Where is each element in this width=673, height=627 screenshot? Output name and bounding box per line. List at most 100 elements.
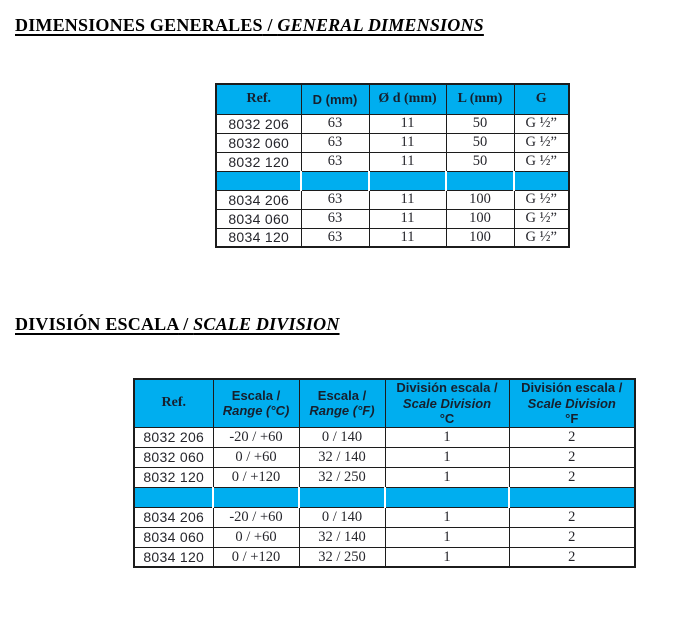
title-en: GENERAL DIMENSIONS (277, 15, 484, 35)
separator-cell (513, 170, 570, 191)
separator-row (133, 486, 636, 508)
column-header: Escala / Range (°F) (298, 378, 386, 428)
column-header-line: División escala / (396, 380, 498, 396)
column-header-line: L (mm) (457, 90, 503, 106)
column-header-line: Ref. (161, 394, 187, 410)
value-cell: 2 (508, 426, 636, 448)
title-en: SCALE DIVISION (193, 314, 340, 334)
value-cell: 11 (368, 227, 447, 248)
value-cell: 63 (300, 227, 370, 248)
value-cell: 63 (300, 132, 370, 153)
value-cell: G ½” (513, 113, 570, 134)
value-cell: G ½” (513, 189, 570, 210)
value-cell: 11 (368, 189, 447, 210)
table-body: 8032 206 63 11 50 G ½” 8032 060 63 11 50 G ½” 8032… (215, 113, 570, 248)
column-header: D (mm) (300, 83, 370, 115)
value-cell: 1 (384, 526, 510, 548)
value-cell: 32 / 140 (298, 446, 386, 468)
column-header-line: Ref. (246, 90, 272, 106)
column-header-line: D (mm) (312, 91, 358, 107)
column-header: L (mm) (445, 83, 515, 115)
column-header-line: Range (°F) (309, 403, 375, 419)
table-row: 8032 206 63 11 50 G ½” (215, 113, 570, 134)
value-cell: 1 (384, 426, 510, 448)
value-cell: 0 / +120 (212, 546, 300, 568)
title-es: DIVISIÓN ESCALA (15, 314, 179, 334)
separator-row (215, 170, 570, 191)
table-row: 8032 206 -20 / +60 0 / 140 1 2 (133, 426, 636, 448)
scale-division-table: Ref. Escala / Range (°C) Escala / Range (°F)… (133, 378, 636, 568)
ref-cell: 8034 120 (215, 227, 302, 248)
separator-cell (445, 170, 515, 191)
table-row: 8032 120 0 / +120 32 / 250 1 2 (133, 466, 636, 488)
table-row: 8034 120 0 / +120 32 / 250 1 2 (133, 546, 636, 568)
column-header: G (513, 83, 570, 115)
ref-cell: 8034 206 (215, 189, 302, 210)
value-cell: -20 / +60 (212, 506, 300, 528)
value-cell: 100 (445, 227, 515, 248)
table-row: 8034 060 63 11 100 G ½” (215, 208, 570, 229)
title-separator: / (178, 314, 194, 334)
value-cell: 0 / 140 (298, 506, 386, 528)
value-cell: 1 (384, 506, 510, 528)
separator-cell (215, 170, 302, 191)
column-header-line: Escala / (317, 387, 367, 403)
separator-cell (368, 170, 447, 191)
value-cell: 32 / 250 (298, 546, 386, 568)
column-header-line: °C (439, 410, 455, 426)
value-cell: 11 (368, 132, 447, 153)
value-cell: 63 (300, 208, 370, 229)
value-cell: 0 / +120 (212, 466, 300, 488)
value-cell: 1 (384, 546, 510, 568)
column-header-line: Range (°C) (222, 403, 290, 419)
ref-cell: 8032 060 (215, 132, 302, 153)
general-dimensions-table: Ref. D (mm) Ø d (mm) L (mm) G 8032 206 63 11 50… (215, 83, 570, 248)
column-header: Ø d (mm) (368, 83, 447, 115)
ref-cell: 8034 060 (215, 208, 302, 229)
value-cell: 63 (300, 189, 370, 210)
table-head: Ref. D (mm) Ø d (mm) L (mm) G (215, 83, 570, 115)
column-header-line: Escala / (231, 387, 281, 403)
column-header: Ref. (215, 83, 302, 115)
table-row: 8032 060 63 11 50 G ½” (215, 132, 570, 153)
column-header: División escala / Scale Division °C (384, 378, 510, 428)
value-cell: G ½” (513, 227, 570, 248)
table-head: Ref. Escala / Range (°C) Escala / Range (°F)… (133, 378, 636, 428)
separator-cell (133, 486, 214, 508)
ref-cell: 8032 060 (133, 446, 214, 468)
value-cell: 2 (508, 446, 636, 468)
value-cell: 0 / +60 (212, 446, 300, 468)
value-cell: G ½” (513, 132, 570, 153)
column-header-line: Scale Division (527, 395, 616, 411)
ref-cell: 8032 120 (215, 151, 302, 172)
column-header-line: Ø d (mm) (378, 90, 437, 106)
separator-cell (508, 486, 636, 508)
header-row: Ref. D (mm) Ø d (mm) L (mm) G (215, 83, 570, 115)
column-header: Ref. (133, 378, 214, 428)
value-cell: 11 (368, 208, 447, 229)
table-row: 8032 060 0 / +60 32 / 140 1 2 (133, 446, 636, 468)
value-cell: 50 (445, 113, 515, 134)
header-row: Ref. Escala / Range (°C) Escala / Range (°F)… (133, 378, 636, 428)
ref-cell: 8032 206 (215, 113, 302, 134)
separator-cell (300, 170, 370, 191)
value-cell: G ½” (513, 151, 570, 172)
column-header: División escala / Scale Division °F (508, 378, 636, 428)
value-cell: 1 (384, 466, 510, 488)
value-cell: 32 / 250 (298, 466, 386, 488)
ref-cell: 8034 060 (133, 526, 214, 548)
value-cell: 2 (508, 526, 636, 548)
separator-cell (384, 486, 510, 508)
value-cell: 50 (445, 132, 515, 153)
table-row: 8034 120 63 11 100 G ½” (215, 227, 570, 248)
value-cell: 63 (300, 151, 370, 172)
title-separator: / (262, 15, 278, 35)
ref-cell: 8032 120 (133, 466, 214, 488)
value-cell: 2 (508, 506, 636, 528)
value-cell: 0 / +60 (212, 526, 300, 548)
table-row: 8034 060 0 / +60 32 / 140 1 2 (133, 526, 636, 548)
table-row: 8034 206 63 11 100 G ½” (215, 189, 570, 210)
ref-cell: 8034 206 (133, 506, 214, 528)
value-cell: 100 (445, 208, 515, 229)
